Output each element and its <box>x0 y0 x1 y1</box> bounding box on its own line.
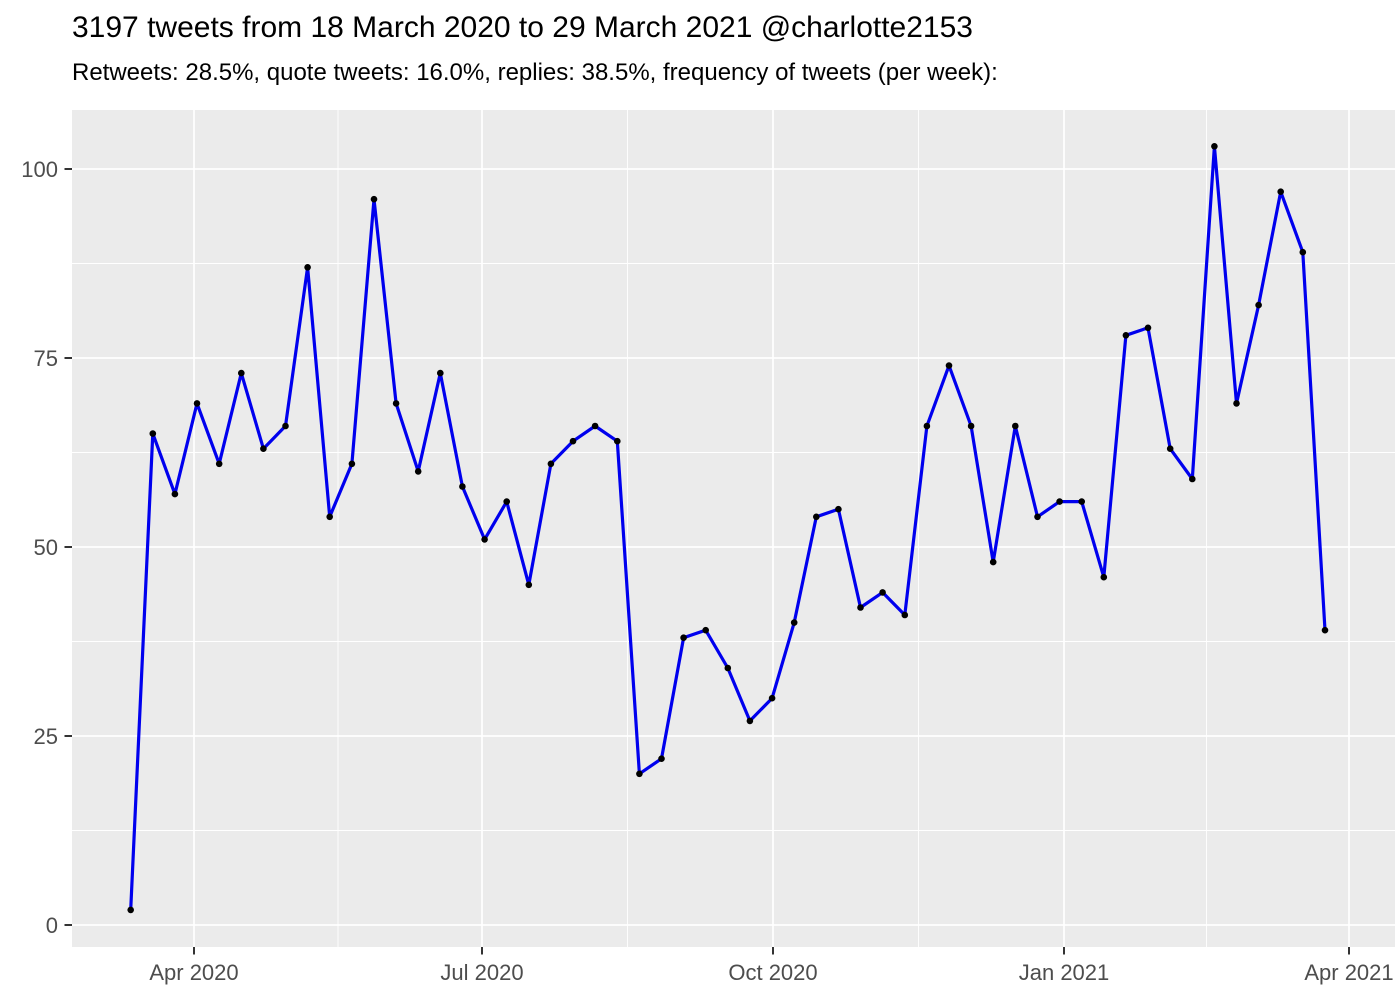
y-axis-label: 50 <box>34 535 58 560</box>
data-point <box>459 483 466 490</box>
data-point <box>1056 498 1063 505</box>
data-point <box>370 195 378 203</box>
data-point <box>171 490 179 498</box>
data-point <box>149 430 157 437</box>
x-axis-label: Apr 2021 <box>1304 960 1393 985</box>
data-point <box>702 626 709 634</box>
y-axis-label: 75 <box>34 346 58 371</box>
data-point <box>1233 400 1240 407</box>
data-point <box>392 400 400 407</box>
y-axis-label: 0 <box>46 913 58 938</box>
y-axis-label: 100 <box>21 157 58 182</box>
data-point <box>1189 475 1196 483</box>
data-point <box>1012 422 1019 430</box>
plot-panel <box>72 110 1395 947</box>
data-point <box>989 558 997 566</box>
data-point <box>724 664 732 672</box>
data-point <box>326 513 334 521</box>
data-point <box>746 717 754 725</box>
data-point <box>658 755 665 762</box>
data-point <box>1277 188 1284 195</box>
data-point <box>1100 573 1108 581</box>
data-point <box>437 369 444 377</box>
chart-title: 3197 tweets from 18 March 2020 to 29 Mar… <box>72 11 973 44</box>
data-point <box>1321 626 1329 634</box>
x-axis-label: Jul 2020 <box>440 960 523 985</box>
x-axis-label: Apr 2020 <box>149 960 238 985</box>
data-point <box>1255 301 1262 309</box>
data-point <box>414 468 422 475</box>
data-point <box>1078 498 1085 505</box>
data-point <box>835 505 842 513</box>
data-point <box>238 369 245 377</box>
data-point <box>813 513 820 521</box>
data-point <box>680 634 687 641</box>
data-point <box>1144 324 1152 332</box>
data-point <box>1211 143 1218 150</box>
data-point <box>127 906 134 914</box>
data-point <box>1299 248 1307 256</box>
data-point <box>901 611 909 619</box>
data-point <box>967 422 975 430</box>
chart-subtitle: Retweets: 28.5%, quote tweets: 16.0%, re… <box>72 59 998 86</box>
data-point <box>569 437 577 445</box>
data-point <box>1034 513 1041 521</box>
data-point <box>614 437 621 445</box>
data-point <box>768 694 776 702</box>
data-point <box>591 422 599 430</box>
x-axis-label: Jan 2021 <box>1019 960 1110 985</box>
data-point <box>879 589 886 596</box>
data-point <box>790 619 798 626</box>
data-point <box>503 498 511 505</box>
data-point <box>481 536 488 543</box>
data-point <box>1122 332 1130 339</box>
y-axis-label: 25 <box>34 724 58 749</box>
data-point <box>547 460 555 468</box>
data-point <box>525 581 533 589</box>
data-point <box>348 460 356 468</box>
data-point <box>260 445 267 453</box>
data-point <box>636 770 643 778</box>
data-point <box>193 400 201 407</box>
data-point <box>857 604 864 611</box>
x-axis-label: Oct 2020 <box>728 960 817 985</box>
data-point <box>215 460 223 468</box>
data-point <box>923 422 931 430</box>
data-point <box>1166 445 1174 453</box>
data-point <box>282 422 289 430</box>
data-point <box>304 264 311 271</box>
data-point <box>945 362 953 369</box>
